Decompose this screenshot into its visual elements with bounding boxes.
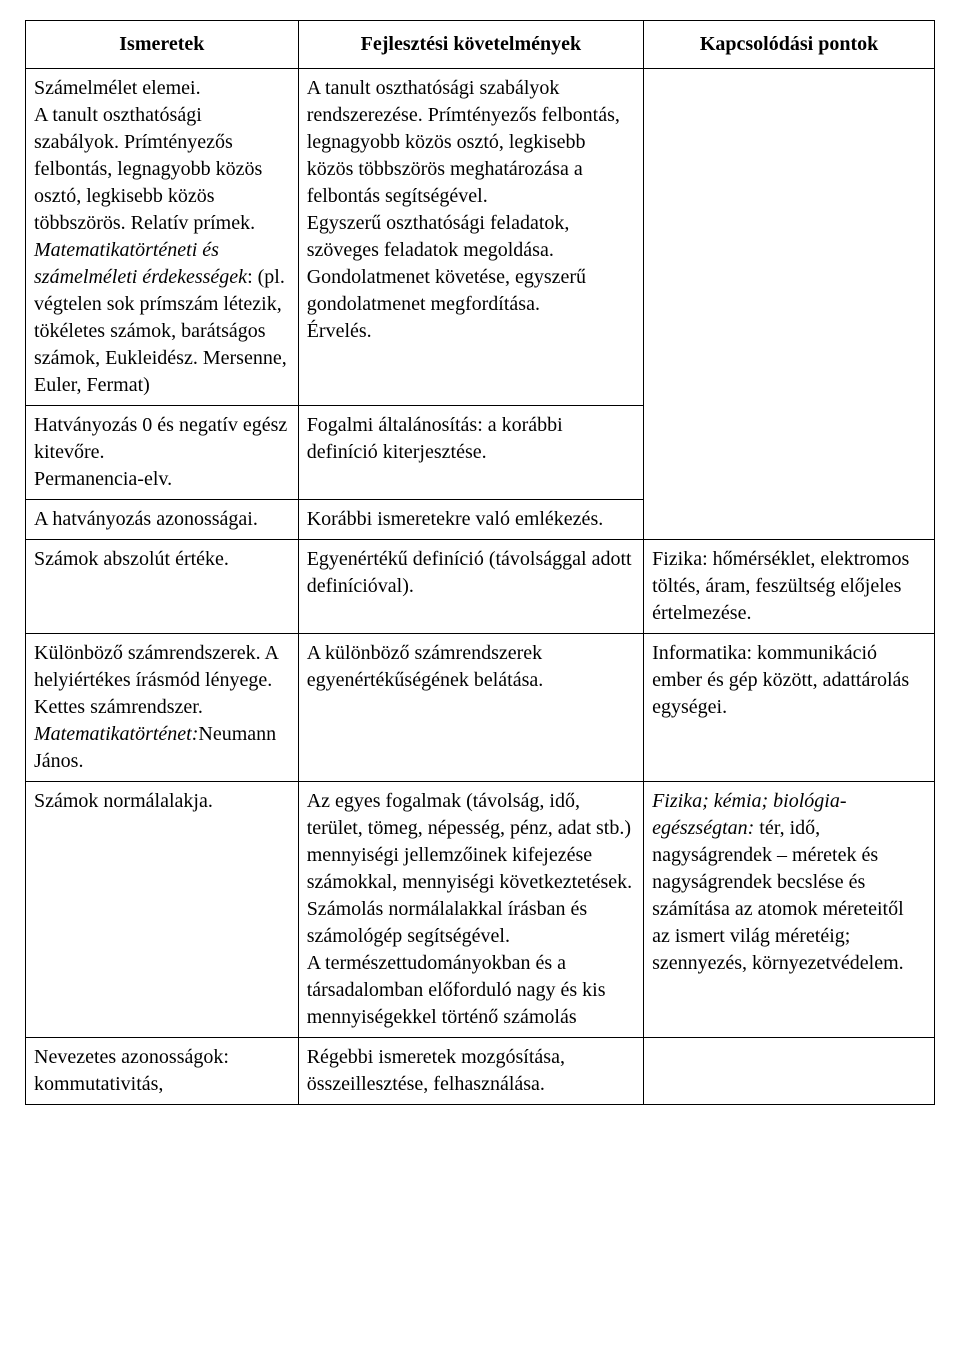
table-row: Számelmélet elemei.A tanult oszthatósági… <box>26 69 935 406</box>
header-kapcsolodasi: Kapcsolódási pontok <box>644 21 935 69</box>
text-italic: Matematikatörténeti és számelméleti érde… <box>34 239 247 288</box>
cell-ismeretek: Számok normálalakja. <box>26 782 299 1038</box>
cell-ismeretek: A hatványozás azonosságai. <box>26 500 299 540</box>
table-header-row: Ismeretek Fejlesztési követelmények Kapc… <box>26 21 935 69</box>
cell-ismeretek: Számelmélet elemei.A tanult oszthatósági… <box>26 69 299 406</box>
table-row: Nevezetes azonosságok: kommutativitás, R… <box>26 1038 935 1105</box>
text-segment: Különböző számrendszerek. A helyiértékes… <box>34 642 278 718</box>
cell-ismeretek: Hatványozás 0 és negatív egész kitevőre.… <box>26 406 299 500</box>
cell-kapcsolodasi: Fizika; kémia; biológia-egészségtan: tér… <box>644 782 935 1038</box>
cell-ismeretek: Számok abszolút értéke. <box>26 540 299 634</box>
cell-kapcsolodasi <box>644 1038 935 1105</box>
cell-kapcsolodasi <box>644 69 935 540</box>
cell-fejlesztesi: Az egyes fogalmak (távolság, idő, terüle… <box>298 782 643 1038</box>
cell-fejlesztesi: Fogalmi általánosítás: a korábbi definíc… <box>298 406 643 500</box>
header-fejlesztesi: Fejlesztési követelmények <box>298 21 643 69</box>
cell-fejlesztesi: Korábbi ismeretekre való emlékezés. <box>298 500 643 540</box>
text-italic: Matematikatörténet: <box>34 723 198 745</box>
cell-fejlesztesi: Egyenértékű definíció (távolsággal adott… <box>298 540 643 634</box>
cell-fejlesztesi: A tanult oszthatósági szabályok rendszer… <box>298 69 643 406</box>
cell-fejlesztesi: A különböző számrendszerek egyenértékűsé… <box>298 634 643 782</box>
cell-ismeretek: Nevezetes azonosságok: kommutativitás, <box>26 1038 299 1105</box>
table-row: Számok normálalakja. Az egyes fogalmak (… <box>26 782 935 1038</box>
text-segment: tér, idő, nagyságrendek – méretek és nag… <box>652 817 904 974</box>
curriculum-table: Ismeretek Fejlesztési követelmények Kapc… <box>25 20 935 1105</box>
cell-kapcsolodasi: Informatika: kommunikáció ember és gép k… <box>644 634 935 782</box>
cell-fejlesztesi: Régebbi ismeretek mozgósítása, összeille… <box>298 1038 643 1105</box>
table-row: Számok abszolút értéke. Egyenértékű defi… <box>26 540 935 634</box>
header-ismeretek: Ismeretek <box>26 21 299 69</box>
text-segment: Számelmélet elemei.A tanult oszthatósági… <box>34 77 262 234</box>
cell-ismeretek: Különböző számrendszerek. A helyiértékes… <box>26 634 299 782</box>
table-row: Különböző számrendszerek. A helyiértékes… <box>26 634 935 782</box>
cell-kapcsolodasi: Fizika: hőmérséklet, elektromos töltés, … <box>644 540 935 634</box>
